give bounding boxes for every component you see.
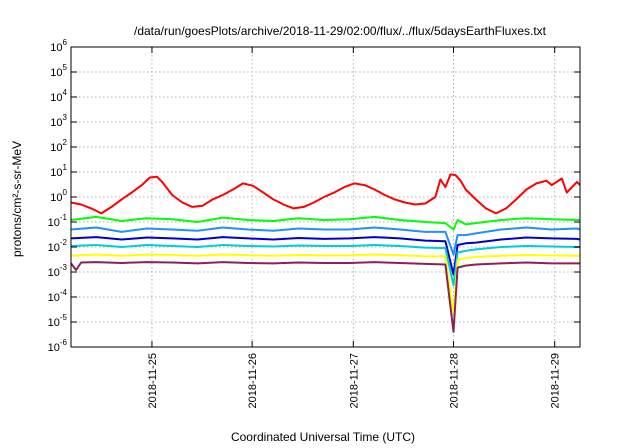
series-line-5 bbox=[70, 244, 580, 287]
series-line-4 bbox=[70, 236, 581, 276]
data-series bbox=[70, 173, 581, 333]
x-tick-labels: 2018-11-25 2018-11-26 2018-11-27 2018-11-28… bbox=[147, 353, 562, 408]
y-tick-label: 10-3 bbox=[48, 263, 68, 279]
series-line-2 bbox=[70, 215, 580, 231]
chart-title: /data/run/goesPlots/archive/2018-11-29/0… bbox=[134, 24, 547, 38]
y-tick-label: 103 bbox=[50, 113, 67, 129]
x-tick-label: 2018-11-27 bbox=[348, 353, 360, 408]
y-tick-label: 102 bbox=[50, 138, 67, 154]
y-tick-labels: 10-6 10-5 10-4 10-3 10-2 10-1 100 101 102 103 104 1… bbox=[48, 38, 68, 354]
y-tick-label: 10-4 bbox=[48, 288, 68, 304]
x-tick-label: 2018-11-25 bbox=[147, 353, 159, 408]
y-tick-label: 104 bbox=[50, 88, 67, 104]
axis-ticks bbox=[71, 46, 580, 348]
x-axis-label: Coordinated Universal Time (UTC) bbox=[231, 430, 415, 444]
y-tick-label: 10-1 bbox=[48, 213, 68, 229]
y-tick-label: 10-2 bbox=[48, 238, 68, 254]
y-tick-label: 106 bbox=[50, 38, 67, 54]
series-line-1 bbox=[70, 173, 581, 215]
y-tick-label: 10-6 bbox=[48, 338, 68, 354]
x-tick-label: 2018-11-28 bbox=[449, 353, 461, 408]
series-line-7 bbox=[70, 261, 580, 333]
x-tick-label: 2018-11-26 bbox=[247, 353, 259, 408]
series-line-6 bbox=[70, 253, 580, 316]
y-axis-label: protons/cm²-s-sr-MeV bbox=[10, 141, 24, 257]
x-tick-label: 2018-11-29 bbox=[550, 353, 562, 408]
y-tick-label: 105 bbox=[50, 63, 67, 79]
series-line-3 bbox=[70, 226, 581, 256]
y-tick-label: 10-5 bbox=[48, 313, 68, 329]
y-tick-label: 100 bbox=[50, 188, 67, 204]
y-tick-label: 101 bbox=[50, 163, 67, 179]
